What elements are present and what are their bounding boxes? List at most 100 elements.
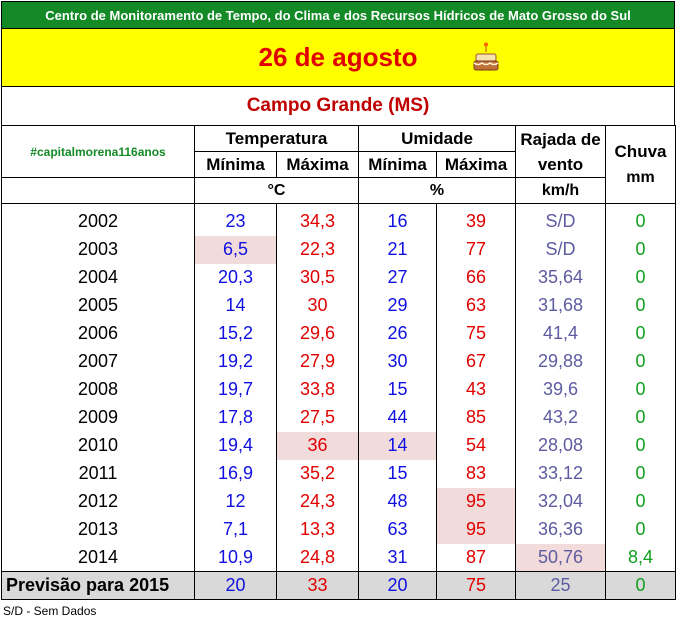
gust-cell: 36,36: [515, 515, 607, 544]
rain-cell: 0: [605, 375, 676, 404]
temp-max-cell: 29,6: [276, 319, 359, 348]
institution-banner: Centro de Monitoramento de Tempo, do Cli…: [1, 1, 675, 29]
forecast-label: Previsão para 2015: [1, 571, 195, 600]
forecast-temp-min: 20: [194, 571, 277, 600]
temp-max-cell: 36: [276, 431, 359, 460]
temp-min-cell: 16,9: [194, 459, 277, 488]
table-row: 2014 10,9 24,8 31 87 50,76 8,4: [1, 543, 676, 572]
temp-max-cell: 30: [276, 291, 359, 320]
year-cell: 2005: [1, 291, 195, 320]
hum-max-cell: 39: [435, 203, 517, 236]
table-row: 2002 23 34,3 16 39 S/D 0: [1, 203, 676, 236]
year-cell: 2013: [1, 515, 195, 544]
temp-max-cell: 33,8: [276, 375, 359, 404]
rain-cell: 0: [605, 235, 676, 264]
date-title: 26 de agosto: [258, 42, 418, 72]
city-title: Campo Grande (MS): [1, 87, 675, 125]
hum-max-header: Máxima: [435, 151, 517, 178]
table-row: 2012 12 24,3 48 95 32,04 0: [1, 487, 676, 516]
hum-min-cell: 31: [358, 543, 437, 572]
institution-name: Centro de Monitoramento de Tempo, do Cli…: [45, 7, 631, 23]
humidity-header: Umidade: [357, 125, 517, 152]
year-cell: 2014: [1, 543, 195, 572]
year-cell: 2010: [1, 431, 195, 460]
temp-max-cell: 30,5: [276, 263, 359, 292]
gust-cell: S/D: [515, 235, 607, 264]
hum-min-cell: 15: [358, 459, 437, 488]
rain-cell: 0: [605, 459, 676, 488]
gust-cell: 29,88: [515, 347, 607, 376]
hum-min-cell: 29: [358, 291, 437, 320]
temp-min-cell: 20,3: [194, 263, 277, 292]
gust-cell: 28,08: [515, 431, 607, 460]
forecast-row: Previsão para 2015 20 33 20 75 25 0: [1, 571, 676, 600]
temp-min-cell: 12: [194, 487, 277, 516]
year-cell: 2006: [1, 319, 195, 348]
hum-max-cell: 43: [435, 375, 517, 404]
table-row: 2010 19,4 36 14 54 28,08 0: [1, 431, 676, 460]
date-band: 26 de agosto: [1, 29, 675, 87]
temp-max-cell: 35,2: [276, 459, 359, 488]
temp-max-cell: 24,8: [276, 543, 359, 572]
forecast-gust: 25: [515, 571, 607, 600]
table-row: 2003 6,5 22,3 21 77 S/D 0: [1, 235, 676, 264]
hum-min-cell: 14: [358, 431, 437, 460]
temp-min-cell: 7,1: [194, 515, 277, 544]
temp-min-header: Mínima: [194, 151, 277, 178]
forecast-temp-max: 33: [276, 571, 359, 600]
hum-min-cell: 15: [358, 375, 437, 404]
city-name: Campo Grande (MS): [246, 95, 430, 116]
rain-cell: 0: [605, 403, 676, 432]
gust-cell: 50,76: [515, 543, 607, 572]
hum-max-cell: 87: [435, 543, 517, 572]
temp-max-cell: 22,3: [276, 235, 359, 264]
temp-min-cell: 19,7: [194, 375, 277, 404]
climate-table: #capitalmorena116anos Temperatura Umidad…: [1, 125, 676, 600]
year-cell: 2011: [1, 459, 195, 488]
table-row: 2007 19,2 27,9 30 67 29,88 0: [1, 347, 676, 376]
table-row: 2011 16,9 35,2 15 83 33,12 0: [1, 459, 676, 488]
table-row: 2009 17,8 27,5 44 85 43,2 0: [1, 403, 676, 432]
hum-min-header: Mínima: [358, 151, 437, 178]
hum-max-cell: 63: [435, 291, 517, 320]
temp-unit: °C: [194, 177, 359, 204]
hum-min-cell: 26: [358, 319, 437, 348]
hum-max-cell: 77: [435, 235, 517, 264]
hashtag-cell: #capitalmorena116anos: [1, 125, 195, 178]
hum-min-cell: 44: [358, 403, 437, 432]
rain-header: Chuva mm: [605, 125, 676, 204]
rain-cell: 0: [605, 263, 676, 292]
temp-max-cell: 27,5: [276, 403, 359, 432]
temperature-header: Temperatura: [194, 125, 359, 152]
rain-label: Chuva: [614, 141, 667, 161]
forecast-rain: 0: [605, 571, 676, 600]
data-rows: 2002 23 34,3 16 39 S/D 0 2003 6,5 22,3 21 77 S/D 0 2…: [1, 203, 676, 600]
hum-unit: %: [357, 177, 517, 204]
gust-cell: S/D: [515, 203, 607, 236]
year-unit-blank: [1, 177, 195, 204]
gust-cell: 31,68: [515, 291, 607, 320]
rain-cell: 0: [605, 347, 676, 376]
gust-cell: 43,2: [515, 403, 607, 432]
temp-min-cell: 19,2: [194, 347, 277, 376]
year-cell: 2009: [1, 403, 195, 432]
hum-max-cell: 54: [435, 431, 517, 460]
table-row: 2004 20,3 30,5 27 66 35,64 0: [1, 263, 676, 292]
temp-min-cell: 6,5: [194, 235, 277, 264]
temp-max-cell: 34,3: [276, 203, 359, 236]
table-row: 2013 7,1 13,3 63 95 36,36 0: [1, 515, 676, 544]
gust-header: Rajada de vento: [515, 125, 607, 178]
table-row: 2008 19,7 33,8 15 43 39,6 0: [1, 375, 676, 404]
gust-cell: 33,12: [515, 459, 607, 488]
hum-min-cell: 63: [358, 515, 437, 544]
temp-min-cell: 19,4: [194, 431, 277, 460]
rain-cell: 0: [605, 203, 676, 236]
hum-max-cell: 75: [435, 319, 517, 348]
year-cell: 2008: [1, 375, 195, 404]
table-row: 2005 14 30 29 63 31,68 0: [1, 291, 676, 320]
rain-cell: 0: [605, 319, 676, 348]
temp-min-cell: 14: [194, 291, 277, 320]
hashtag: #capitalmorena116anos: [30, 144, 166, 159]
hum-min-cell: 27: [358, 263, 437, 292]
temp-max-cell: 27,9: [276, 347, 359, 376]
